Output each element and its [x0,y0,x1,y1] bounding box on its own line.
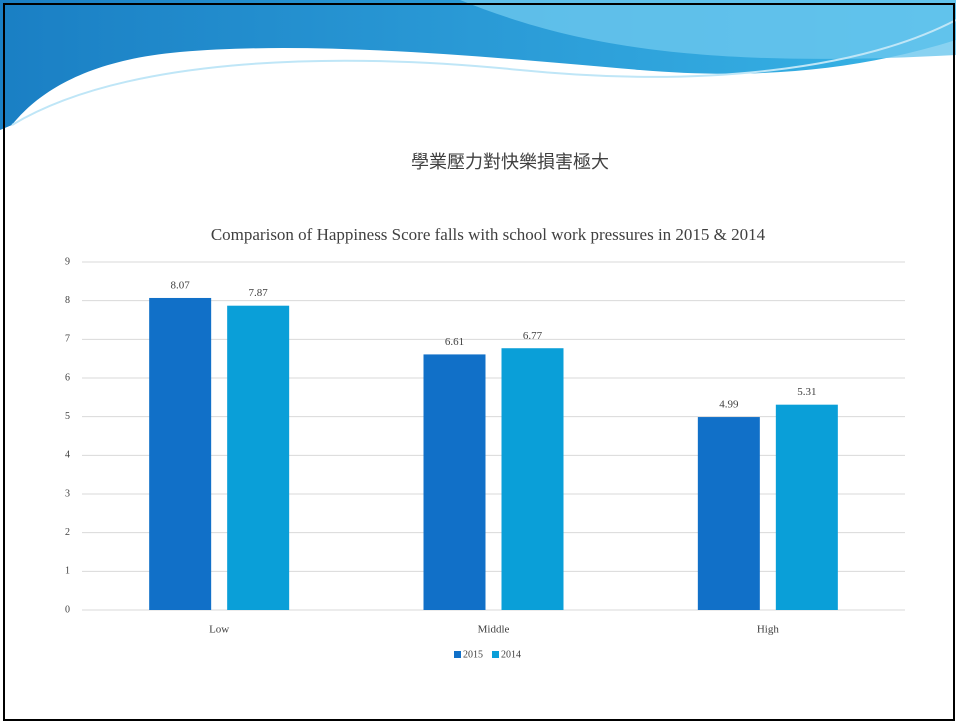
y-tick-label: 9 [65,256,70,267]
y-tick-label: 2 [65,527,70,538]
y-tick-label: 1 [65,566,70,577]
bar [149,297,212,610]
y-tick-label: 6 [65,372,70,383]
header-swoosh [11,19,956,126]
value-label: 6.77 [523,330,543,342]
bar [227,305,290,610]
value-label: 4.99 [719,399,739,411]
value-label: 8.07 [171,279,191,291]
bar [423,354,486,610]
header-wave-light [460,0,956,59]
legend-swatch [454,651,461,658]
y-tick-label: 5 [65,411,70,422]
x-tick-label: Low [209,624,229,636]
value-label: 5.31 [797,386,816,398]
value-label: 7.87 [249,287,269,299]
slide-title: 學業壓力對快樂損害極大 [411,152,609,173]
y-tick-label: 4 [65,450,70,461]
y-tick-label: 3 [65,488,70,499]
x-tick-label: High [757,624,780,636]
plot: 0 1 2 3 4 5 6 7 8 9 Low 8.07 7.87 Middle 6.61 6.77 High 4… [65,256,905,660]
chart-title: Comparison of Happiness Score falls with… [211,225,766,244]
x-tick-label: Middle [478,624,510,636]
bar [775,404,838,610]
slide-border [3,3,955,721]
y-tick-label: 7 [65,334,70,345]
legend-label: 2014 [501,649,521,660]
bar [697,417,760,610]
value-label: 6.61 [445,336,464,348]
y-tick-label: 8 [65,295,70,306]
legend-swatch [492,651,499,658]
y-tick-label: 0 [65,604,70,615]
legend-label: 2015 [463,649,483,660]
bar [501,348,564,610]
